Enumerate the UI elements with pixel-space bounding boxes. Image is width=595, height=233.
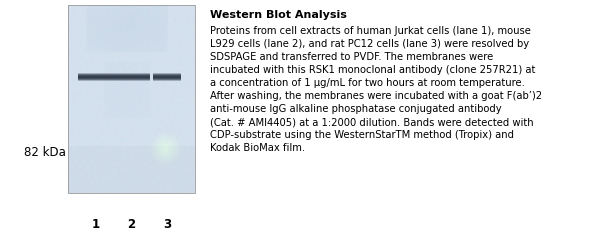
Text: Proteins from cell extracts of human Jurkat cells (lane 1), mouse
L929 cells (la: Proteins from cell extracts of human Jur… (210, 26, 542, 153)
Text: Western Blot Analysis: Western Blot Analysis (210, 10, 347, 20)
Text: 1: 1 (92, 218, 100, 231)
Text: 2: 2 (127, 218, 136, 231)
Bar (68, 5, 195, 193)
Text: 3: 3 (163, 218, 171, 231)
Text: 82 kDa: 82 kDa (24, 146, 66, 159)
